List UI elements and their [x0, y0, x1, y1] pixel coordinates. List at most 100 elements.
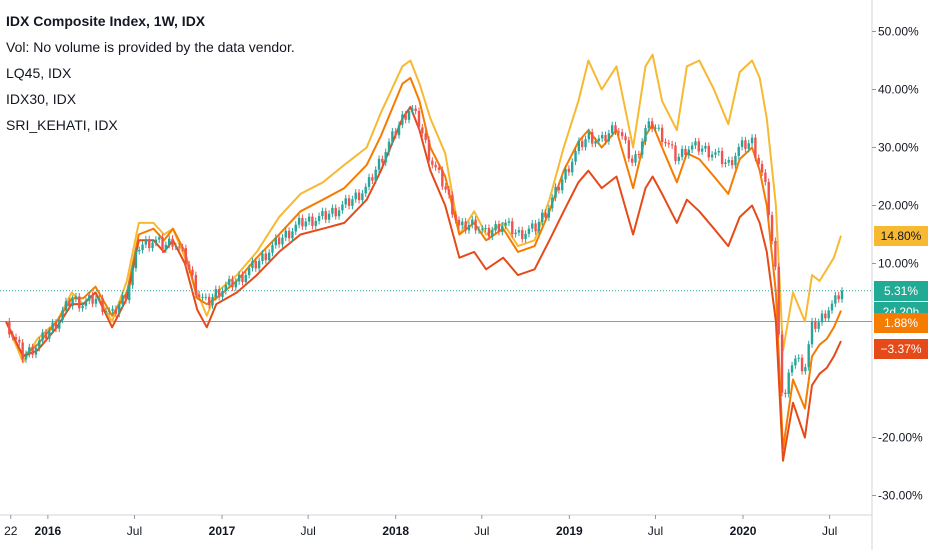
candle-body — [421, 127, 424, 134]
candle-body — [394, 131, 397, 136]
candle-body — [724, 162, 727, 164]
candle-body — [74, 296, 78, 299]
candle-body — [557, 186, 561, 191]
candle-body — [664, 141, 667, 144]
candle-body — [271, 245, 274, 253]
candle-body — [207, 296, 211, 306]
series-line-sri-kehati — [5, 53, 842, 364]
candle-body — [131, 268, 134, 286]
candle-body — [571, 161, 574, 173]
candle-body — [747, 143, 750, 149]
candle-body — [754, 137, 757, 158]
y-tick-label: -20.00% — [878, 431, 923, 445]
legend-series-idx30[interactable]: IDX30, IDX — [6, 91, 77, 107]
candle-body — [141, 244, 144, 250]
candle-body — [171, 238, 174, 247]
legend-volume[interactable]: Vol: No volume is provided by the data v… — [6, 39, 295, 55]
candle-body — [630, 158, 634, 163]
candle-body — [364, 186, 367, 194]
candle-body — [710, 154, 714, 158]
candle-body — [517, 230, 521, 233]
candle-body — [28, 347, 31, 354]
candle-body — [824, 313, 827, 319]
candle-body — [197, 294, 201, 297]
candle-body — [21, 342, 24, 360]
candle-body — [351, 199, 354, 206]
candle-body — [88, 295, 91, 301]
price-badge-idx30: −3.37% — [874, 338, 928, 359]
candle-body — [737, 146, 740, 157]
candle-body — [267, 252, 271, 261]
candle-body — [361, 193, 364, 201]
candle-body — [194, 275, 198, 295]
candle-body — [840, 290, 844, 300]
candle-body — [168, 238, 171, 245]
candle-body — [41, 332, 44, 341]
candle-body — [657, 127, 661, 129]
candle-body — [760, 164, 764, 173]
candle-body — [810, 321, 814, 345]
candle-body — [51, 322, 54, 331]
candle-body — [547, 208, 551, 218]
candle-body — [11, 334, 14, 338]
candle-body — [357, 192, 361, 201]
candle-body — [374, 169, 377, 181]
candle-body — [121, 295, 124, 305]
legend-title[interactable]: IDX Composite Index, 1W, IDX — [6, 13, 206, 29]
legend-series-sri-kehati[interactable]: SRI_KEHATI, IDX — [6, 117, 118, 133]
candle-body — [441, 169, 444, 187]
candle-body — [347, 198, 351, 206]
candle-body — [234, 281, 238, 288]
candle-body — [597, 138, 601, 142]
candle-body — [38, 340, 41, 348]
candle-body — [457, 219, 461, 226]
candle-body — [114, 308, 118, 314]
candle-body — [217, 289, 221, 297]
candle-body — [814, 321, 817, 329]
candle-body — [8, 321, 11, 335]
candle-body — [744, 140, 747, 149]
candle-body — [201, 296, 204, 298]
candle-body — [161, 237, 164, 250]
candle-body — [244, 275, 248, 283]
x-tick-label: Jul — [822, 524, 837, 538]
candle-body — [431, 160, 434, 165]
candle-body — [527, 228, 531, 234]
candle-body — [787, 372, 790, 395]
candle-body — [407, 110, 411, 120]
candle-body — [124, 295, 128, 301]
candle-body — [800, 357, 804, 372]
candle-body — [687, 149, 690, 156]
candle-body — [274, 237, 277, 246]
candle-body — [424, 133, 427, 140]
x-tick-label: Jul — [648, 524, 663, 538]
candle-body — [551, 197, 554, 209]
candle-body — [371, 177, 374, 181]
candle-body — [647, 121, 651, 129]
candle-body — [241, 274, 244, 283]
candle-body — [690, 145, 694, 150]
candle-body — [677, 156, 680, 161]
y-tick-label: 10.00% — [878, 257, 919, 271]
candle-body — [391, 131, 394, 142]
candle-body — [604, 135, 607, 142]
candle-body — [617, 131, 621, 133]
candle-body — [757, 157, 760, 165]
candle-body — [704, 145, 707, 149]
candle-body — [231, 279, 234, 288]
candle-body — [151, 242, 154, 249]
candle-body — [740, 140, 744, 147]
candle-body — [158, 237, 161, 240]
candle-body — [84, 300, 88, 306]
candle-body — [750, 137, 754, 144]
legend-series-lq45[interactable]: LQ45, IDX — [6, 65, 72, 81]
candle-body — [138, 249, 141, 252]
candle-body — [620, 132, 624, 137]
candle-body — [401, 114, 404, 125]
candle-body — [324, 211, 327, 220]
candle-body — [581, 140, 584, 148]
candle-body — [767, 182, 770, 216]
chart-legend: IDX Composite Index, 1W, IDX Vol: No vol… — [6, 8, 295, 138]
candle-body — [237, 274, 241, 282]
